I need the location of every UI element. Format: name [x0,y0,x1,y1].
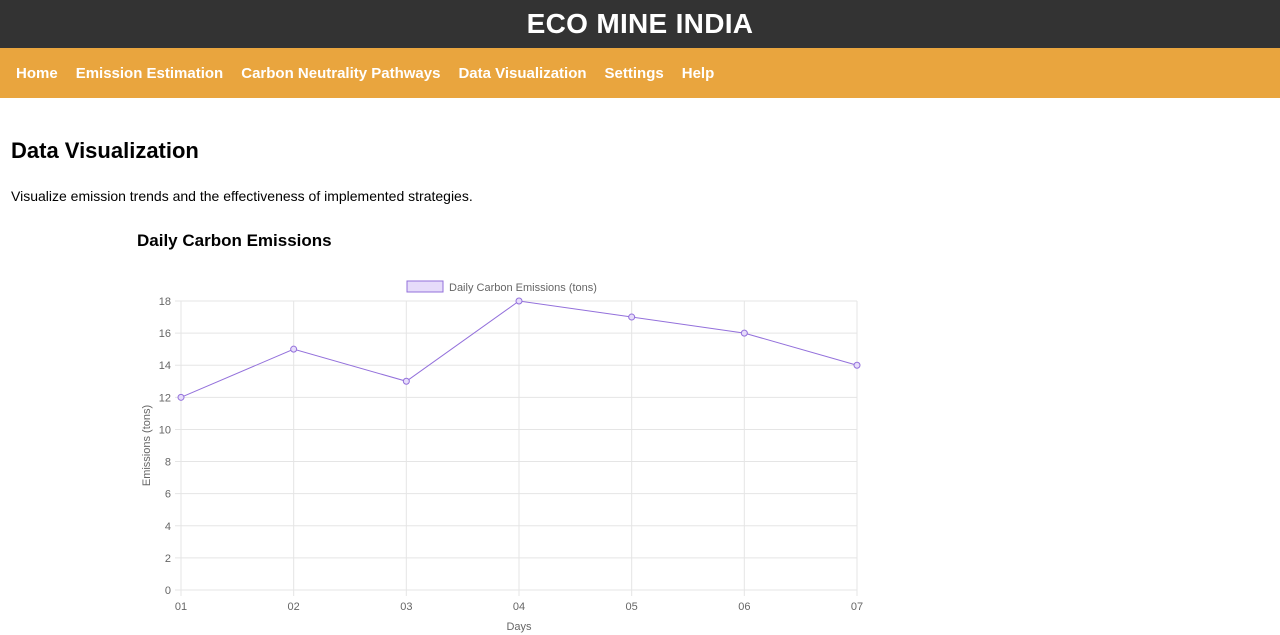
main-nav: Home Emission Estimation Carbon Neutrali… [0,48,1280,98]
data-point [740,329,748,337]
legend-swatch [406,280,444,293]
y-tick-label: 10 [159,424,171,436]
app-title: ECO MINE INDIA [526,8,754,39]
x-tick-label: 03 [400,601,412,613]
x-tick-label: 01 [175,601,187,613]
app-header: ECO MINE INDIA [0,0,1280,48]
main-content: Data Visualization Visualize emission tr… [0,98,1280,205]
data-point [515,297,523,305]
nav-help[interactable]: Help [681,64,715,82]
y-axis-title: Emissions (tons) [141,405,153,486]
chart-section: Daily Carbon Emissions [137,230,332,252]
data-point [177,393,185,401]
y-tick-label: 16 [159,328,171,340]
series-line [180,300,858,398]
nav-emission-estimation[interactable]: Emission Estimation [75,64,224,82]
y-tick-label: 4 [165,521,171,533]
x-tick-label: 07 [851,601,863,613]
nav-carbon-neutrality-pathways[interactable]: Carbon Neutrality Pathways [241,64,441,82]
y-tick-label: 2 [165,553,171,565]
x-axis-title: Days [506,621,532,633]
chart-heading: Daily Carbon Emissions [137,231,332,250]
nav-settings[interactable]: Settings [604,64,664,82]
y-tick-label: 14 [159,360,171,372]
data-point [628,313,636,321]
data-point [402,377,410,385]
legend-label: Daily Carbon Emissions (tons) [449,282,597,294]
page-description: Visualize emission trends and the effect… [11,188,473,204]
page-title: Data Visualization [11,138,199,163]
y-tick-label: 6 [165,489,171,501]
x-tick-label: 05 [626,601,638,613]
y-tick-label: 12 [159,392,171,404]
y-tick-label: 0 [165,585,171,597]
y-tick-label: 8 [165,457,171,469]
x-tick-label: 06 [738,601,750,613]
nav-home[interactable]: Home [16,64,58,82]
x-tick-label: 02 [288,601,300,613]
data-point [290,345,298,353]
x-tick-label: 04 [513,601,525,613]
data-point [853,361,861,369]
nav-data-visualization[interactable]: Data Visualization [458,64,587,82]
y-tick-label: 18 [159,296,171,308]
